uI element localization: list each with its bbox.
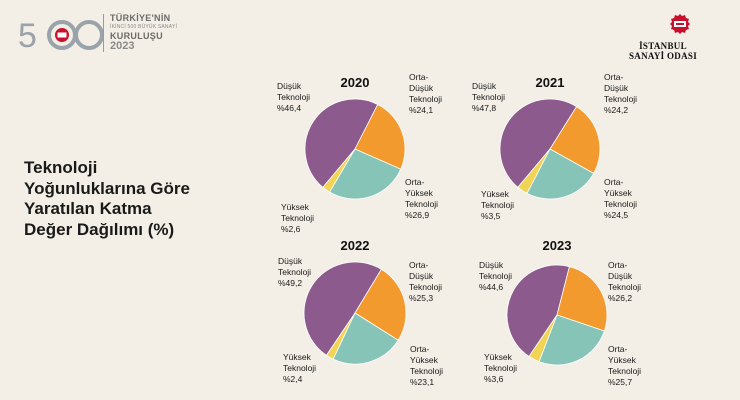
slice-label-orta-yuksek: Orta-Yüksek Teknoloji %23,1: [410, 344, 443, 387]
slice-label-orta-dusuk: Orta-Düşük Teknoloji %25,3: [409, 260, 442, 303]
title-line-3: Yaratılan Katma: [24, 199, 152, 219]
org-name-line-1: İSTANBUL: [639, 41, 687, 51]
logo-line-4: 2023: [110, 40, 135, 53]
slice-label-orta-yuksek: Orta-Yüksek Teknoloji %24,5: [604, 177, 637, 220]
slice-label-orta-dusuk: Orta-Düşük Teknoloji %26,2: [608, 260, 641, 303]
slice-label-orta-yuksek: Orta-Yüksek Teknoloji %25,7: [608, 344, 641, 387]
slice-label-yuksek: Yüksek Teknoloji %2,6: [281, 202, 314, 234]
pie-slice-orta-yuksek: [328, 148, 402, 200]
org-name-line-2: SANAYİ ODASI: [628, 51, 698, 62]
chart-title: 2022: [341, 238, 370, 253]
pie-slice-orta-yuksek: [332, 312, 399, 365]
pie-chart-2021: 2021 Düşük Teknoloji %47,8 Orta-Düşük Teknolo…: [472, 72, 637, 221]
chart-title: 2023: [543, 238, 572, 253]
title-line-2: Yoğunluklarına Göre: [24, 178, 190, 198]
page-title: Teknoloji Yoğunluklarına Göre Yaratılan …: [24, 158, 244, 241]
pie-slice-orta-dusuk: [556, 266, 608, 332]
pie-slice-yuksek: [325, 312, 356, 360]
chart-title: 2021: [536, 75, 565, 90]
chart-title: 2020: [341, 75, 370, 90]
slice-label-yuksek: Yüksek Teknoloji %2,4: [283, 352, 316, 384]
logo-line-3: KURULUŞU: [110, 30, 163, 41]
logo-line-1: TÜRKİYE'NİN: [110, 13, 171, 23]
logo-number-5: 5: [18, 17, 37, 55]
slice-label-dusuk: Düşük Teknoloji %44,6: [479, 260, 512, 292]
slice-label-yuksek: Yüksek Teknoloji %3,6: [484, 352, 517, 384]
pie-slice-dusuk: [304, 98, 379, 188]
pie-slice-yuksek: [528, 314, 558, 363]
iso-gear-emblem-small: [55, 28, 69, 42]
pie-chart-2023: 2023 Düşük Teknoloji %44,6 Orta-Düşük Teknolo…: [479, 238, 641, 387]
pie-slice-orta-yuksek: [526, 148, 595, 200]
slice-label-dusuk: Düşük Teknoloji %49,2: [278, 256, 311, 288]
pie-slice-orta-dusuk: [549, 106, 601, 174]
title-line-4: Değer Dağılımı (%): [24, 220, 175, 240]
anniversary-500-logo: 5: [18, 17, 104, 55]
pie-slice-orta-dusuk: [354, 268, 407, 341]
pie-slice-yuksek: [322, 148, 356, 193]
logo-ring-2: [74, 20, 104, 50]
pie-slice-orta-dusuk: [354, 103, 406, 170]
pie-chart-2020: 2020 Düşük Teknoloji %46,4 Orta-Düşük Teknolo…: [277, 72, 442, 234]
org-name: İSTANBUL SANAYİ ODASI: [608, 41, 718, 62]
anniversary-logo-text: TÜRKİYE'NİN İKİNCİ 500 BÜYÜK SANAYİ KURU…: [110, 13, 230, 53]
pie-slice-dusuk: [499, 98, 578, 188]
pie-chart-2022: 2022 Düşük Teknoloji %49,2 Orta-Düşük Teknolo…: [278, 238, 443, 387]
logo-divider: [103, 14, 104, 52]
pie-slice-dusuk: [303, 261, 382, 356]
slice-label-orta-dusuk: Orta-Düşük Teknoloji %24,2: [604, 72, 637, 115]
pie-slice-dusuk: [506, 264, 570, 358]
title-line-1: Teknoloji: [24, 158, 98, 177]
pie-slice-orta-yuksek: [538, 314, 605, 366]
slice-label-dusuk: Düşük Teknoloji %47,8: [472, 81, 505, 113]
iso-gear-icon: [670, 14, 690, 34]
slice-label-dusuk: Düşük Teknoloji %46,4: [277, 81, 310, 113]
pie-slice-yuksek: [517, 148, 551, 194]
slice-label-orta-yuksek: Orta-Yüksek Teknoloji %26,9: [405, 177, 438, 220]
slice-label-orta-dusuk: Orta-Düşük Teknoloji %24,1: [409, 72, 442, 115]
logo-line-2: İKİNCİ 500 BÜYÜK SANAYİ: [110, 24, 178, 31]
slice-label-yuksek: Yüksek Teknoloji %3,5: [481, 189, 514, 221]
